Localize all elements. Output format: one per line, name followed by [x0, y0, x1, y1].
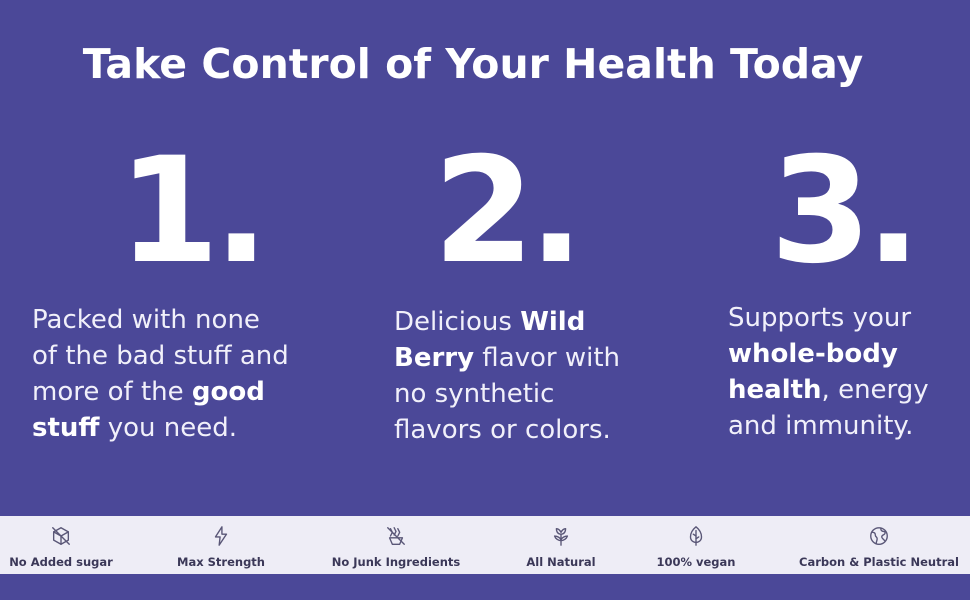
feature-no-added-sugar: No Added sugar: [0, 516, 122, 574]
feature-label: No Added sugar: [9, 555, 113, 569]
step-3-number: 3.: [770, 126, 921, 296]
feature-label: 100% vegan: [656, 555, 736, 569]
description-text: flavor with: [474, 343, 621, 373]
description-line: of the bad stuff and: [32, 338, 289, 374]
description-text: Delicious: [394, 307, 521, 337]
description-line: whole-body: [728, 336, 929, 372]
description-text: flavors or colors.: [394, 415, 611, 445]
flower-leaf-icon: [553, 527, 569, 546]
description-line: flavors or colors.: [394, 412, 620, 448]
step-1-number: 1.: [118, 126, 269, 296]
description-line: Supports your: [728, 300, 929, 336]
description-text: Supports your: [728, 303, 912, 333]
feature-carbon-plastic-neutral: Carbon & Plastic Neutral: [790, 516, 968, 574]
headline: Take Control of Your Health Today: [82, 40, 864, 88]
description-line: health, energy: [728, 372, 929, 408]
emphasis-text: stuff: [32, 413, 100, 443]
no-junk-icon: [387, 527, 405, 545]
description-text: more of the: [32, 377, 192, 407]
description-line: Delicious Wild: [394, 304, 620, 340]
feature-all-natural: All Natural: [506, 516, 616, 574]
step-3-description: Supports your whole-body health, energy and…: [728, 300, 929, 444]
feature-label: Max Strength: [177, 555, 265, 569]
emphasis-text: Berry: [394, 343, 475, 373]
emphasis-text: Wild: [520, 307, 586, 337]
step-1-description: Packed with none of the bad stuff and more…: [32, 302, 289, 446]
description-text: you need.: [99, 413, 238, 443]
lightning-bolt-icon: [214, 526, 228, 546]
description-line: more of the good: [32, 374, 289, 410]
description-text: Packed with none: [32, 305, 260, 335]
step-2-description: Delicious Wild Berry flavor with no synthe…: [394, 304, 620, 448]
description-line: and immunity.: [728, 408, 929, 444]
feature-no-junk-ingredients: No Junk Ingredients: [320, 516, 472, 574]
feature-100-vegan: 100% vegan: [641, 516, 751, 574]
leaf-icon: [689, 526, 703, 546]
emphasis-text: health: [728, 375, 822, 405]
emphasis-text: whole-body: [728, 339, 898, 369]
feature-label: Carbon & Plastic Neutral: [799, 555, 959, 569]
description-line: stuff you need.: [32, 410, 289, 446]
description-text: , energy: [821, 375, 929, 405]
description-line: Packed with none: [32, 302, 289, 338]
emphasis-text: good: [191, 377, 265, 407]
feature-max-strength: Max Strength: [160, 516, 282, 574]
step-2-number: 2.: [433, 126, 584, 296]
description-text: of the bad stuff and: [32, 341, 289, 371]
description-line: no synthetic: [394, 376, 620, 412]
description-text: no synthetic: [394, 379, 555, 409]
feature-label: All Natural: [526, 555, 596, 569]
description-text: and immunity.: [728, 411, 914, 441]
description-line: Berry flavor with: [394, 340, 620, 376]
feature-bar: No Added sugar Max Strength No Junk Ingr…: [0, 516, 970, 574]
feature-label: No Junk Ingredients: [331, 555, 461, 569]
no-sugar-cube-icon: [52, 527, 70, 545]
globe-icon: [870, 527, 888, 545]
